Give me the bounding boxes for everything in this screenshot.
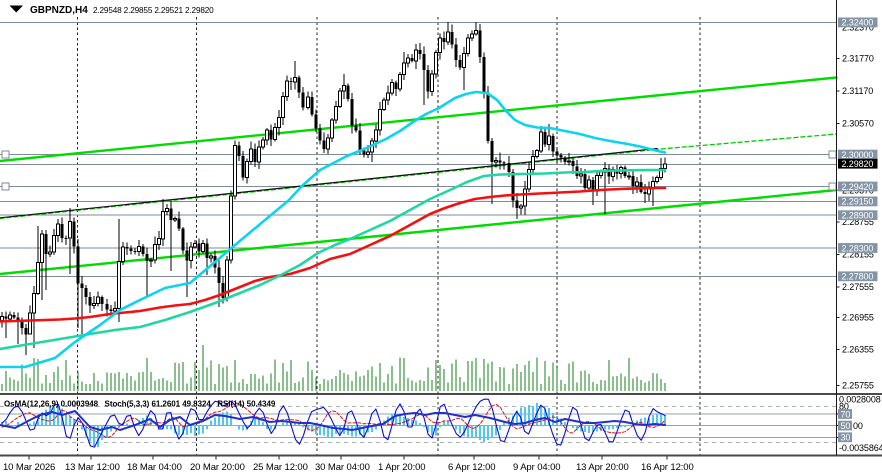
svg-text:0.0028008: 0.0028008 [839,395,881,405]
svg-text:80: 80 [839,401,849,411]
svg-text:30 Mar 04:00: 30 Mar 04:00 [315,462,370,473]
svg-text:2.26955: 2.26955 [842,313,874,323]
svg-text:10 Mar 2026: 10 Mar 2026 [3,462,55,473]
svg-text:25 Mar 12:00: 25 Mar 12:00 [253,462,308,473]
svg-text:00: 00 [853,421,863,431]
svg-text:2.30000: 2.30000 [842,150,874,160]
svg-text:6 Apr 12:00: 6 Apr 12:00 [448,462,496,473]
svg-text:2.27800: 2.27800 [842,272,874,282]
svg-text:2.28155: 2.28155 [842,250,874,260]
svg-text:GBPNZD,H4: GBPNZD,H4 [30,5,88,16]
svg-text:13 Mar 12:00: 13 Mar 12:00 [65,462,120,473]
svg-text:2.31170: 2.31170 [842,86,873,96]
svg-text:OsMA(12,26,9) 0.0003948 Stoc: OsMA(12,26,9) 0.0003948 Stoch(5,3,3) 61.… [4,400,276,409]
svg-text:18 Mar 04:00: 18 Mar 04:00 [127,462,182,473]
svg-text:50: 50 [841,421,851,431]
svg-text:1 Apr 20:00: 1 Apr 20:00 [378,462,426,473]
svg-text:2.29820: 2.29820 [842,159,874,169]
svg-text:2.30570: 2.30570 [842,119,874,129]
svg-text:20 Mar 20:00: 20 Mar 20:00 [190,462,245,473]
svg-text:2.27555: 2.27555 [842,282,874,292]
svg-text:2.32370: 2.32370 [842,23,874,33]
svg-text:30: 30 [841,433,851,443]
svg-text:2.28900: 2.28900 [842,211,874,221]
svg-text:13 Apr 20:00: 13 Apr 20:00 [576,462,629,473]
svg-text:-0.0035864: -0.0035864 [839,443,882,453]
svg-text:9 Apr 04:00: 9 Apr 04:00 [513,462,561,473]
svg-text:2.28300: 2.28300 [842,243,874,253]
svg-text:2.25755: 2.25755 [842,381,874,391]
svg-text:70: 70 [841,409,851,419]
svg-text:16 Apr 12:00: 16 Apr 12:00 [641,462,694,473]
svg-text:2.26355: 2.26355 [842,345,874,355]
svg-text:2.31770: 2.31770 [842,54,874,64]
svg-text:2.32400: 2.32400 [842,18,874,28]
svg-text:2.29150: 2.29150 [842,197,874,207]
svg-text:2.28755: 2.28755 [842,217,874,227]
svg-text:2.29548 2.29855 2.29521 2.2982: 2.29548 2.29855 2.29521 2.29820 [93,6,214,15]
svg-text:2.29420: 2.29420 [842,182,874,192]
